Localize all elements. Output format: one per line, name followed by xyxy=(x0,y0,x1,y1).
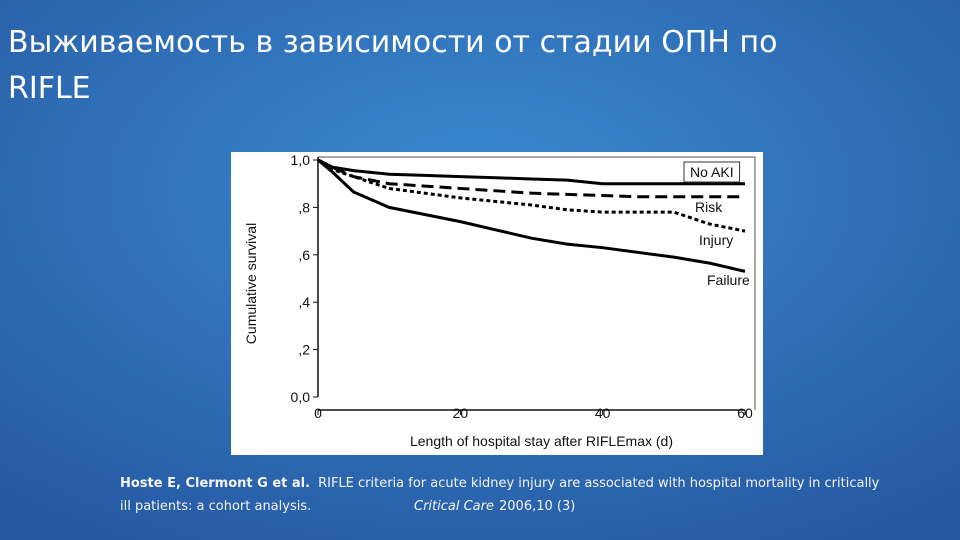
series-label: Injury xyxy=(699,232,733,248)
series-label: Failure xyxy=(707,272,750,288)
label-box xyxy=(683,161,741,183)
y-tick-label: ,6 xyxy=(298,247,310,263)
y-tick-label: ,8 xyxy=(298,199,310,215)
plot-frame xyxy=(318,156,756,410)
x-tick-label: 0 xyxy=(314,405,322,421)
slide-title: Выживаемость в зависимости от стадии ОПН… xyxy=(8,25,777,60)
y-tick-label: ,2 xyxy=(298,342,310,358)
survival-line xyxy=(317,158,745,186)
citation: ill patients: a cohort analysis. Critical… xyxy=(120,499,575,514)
citation: Hoste E, Clermont G et al. RIFLE criteria… xyxy=(120,476,880,491)
x-tick-label: 40 xyxy=(595,405,611,421)
survival-line xyxy=(317,158,746,233)
slide-title: RIFLE xyxy=(8,71,91,106)
y-tick-label: 0,0 xyxy=(291,389,311,405)
x-axis-label: Length of hospital stay after RIFLEmax (… xyxy=(410,433,673,449)
x-tick-label: 20 xyxy=(453,405,469,421)
series-label: Risk xyxy=(695,199,723,215)
citation-year: 2006,10 (3) xyxy=(499,499,575,514)
series-label: No AKI xyxy=(690,164,734,180)
x-tick-label: 60 xyxy=(737,405,753,421)
y-tick-label: ,4 xyxy=(298,294,310,310)
chart: 0,0 ,2 ,4 ,6 ,8 1,0 0 20 40 60 Length of hospital … xyxy=(243,152,756,449)
y-axis-label: Cumulative survival xyxy=(243,223,259,344)
survival-line xyxy=(317,158,746,273)
citation-journal: Critical Care xyxy=(414,499,494,514)
citation-text: RIFLE criteria for acute kidney injury a… xyxy=(318,476,880,491)
citation-authors: Hoste E, Clermont G et al. xyxy=(120,476,310,491)
citation-text: ill patients: a cohort analysis. xyxy=(120,499,311,514)
y-tick-label: 1,0 xyxy=(291,152,311,168)
